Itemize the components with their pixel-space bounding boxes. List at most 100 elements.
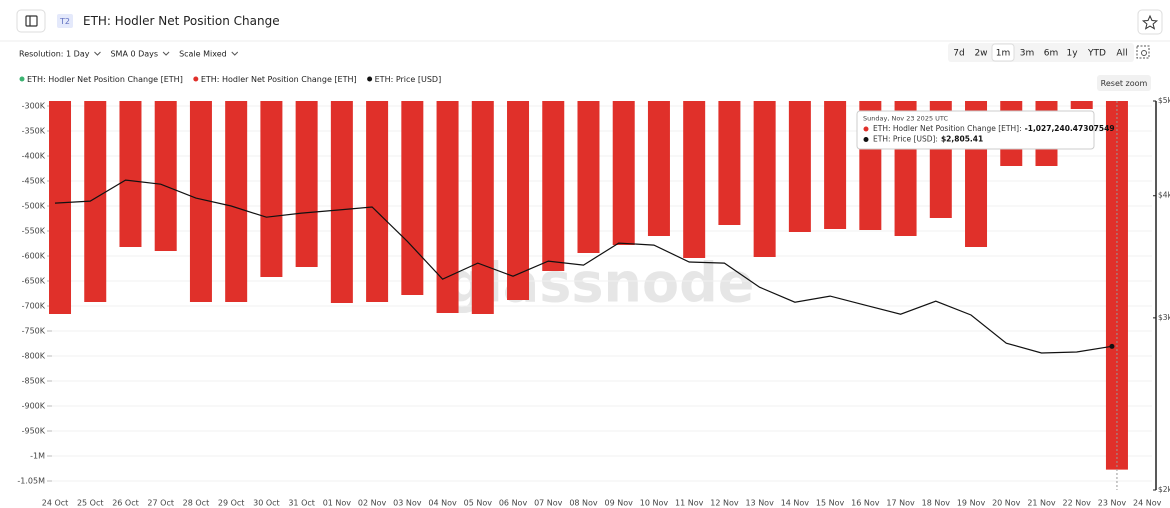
bar — [366, 101, 389, 302]
y-tick-label: -950K — [22, 427, 46, 436]
x-tick-label: 20 Nov — [992, 499, 1021, 508]
tooltip-date: Sunday, Nov 23 2025 UTC — [863, 115, 948, 123]
bar — [49, 101, 72, 314]
x-tick-label: 25 Oct — [77, 499, 104, 508]
range-button[interactable]: YTD — [1087, 49, 1106, 59]
range-label: 3m — [1020, 49, 1035, 59]
x-tick-label: 17 Nov — [886, 499, 915, 508]
range-button[interactable]: 3m — [1020, 49, 1035, 59]
y-tick-label: -1.05M — [17, 477, 45, 486]
bar — [753, 101, 776, 257]
hover-point — [1109, 343, 1115, 349]
chevron — [162, 51, 170, 56]
x-tick-label: 24 Oct — [42, 499, 69, 508]
tooltip-box — [856, 110, 1095, 150]
tooltip-label: ETH: Hodler Net Position Change [ETH]: — [873, 124, 1022, 133]
bar — [824, 101, 847, 229]
x-tick-label: 27 Oct — [147, 499, 174, 508]
range-button[interactable]: 2w — [974, 49, 987, 59]
range-label: YTD — [1087, 49, 1106, 59]
range-button[interactable]: 6m — [1044, 49, 1059, 59]
y-tick-label: -600K — [22, 252, 46, 261]
y-tick-label: -700K — [22, 302, 46, 311]
legend-marker — [193, 76, 199, 82]
x-tick-label: 01 Nov — [323, 499, 352, 508]
zoom-icon-box — [1136, 45, 1150, 59]
y-tick-label: -750K — [22, 327, 46, 336]
chart-title: ETH: Hodler Net Position Change — [83, 14, 280, 28]
legend-marker — [367, 76, 373, 82]
control-label: Resolution: 1 Day — [19, 50, 90, 59]
range-label: 1m — [996, 49, 1011, 59]
y-tick-label: -1M — [30, 452, 45, 461]
control-dropdown[interactable]: SMA 0 Days — [110, 50, 170, 59]
bar — [225, 101, 248, 302]
x-tick-label: 30 Oct — [253, 499, 280, 508]
control-label: Scale Mixed — [179, 50, 227, 59]
legend-label: ETH: Hodler Net Position Change [ETH] — [201, 75, 357, 84]
x-tick-label: 05 Nov — [464, 499, 493, 508]
y2-tick-label: $3k — [1158, 313, 1170, 322]
x-tick-label: 19 Nov — [957, 499, 986, 508]
x-tick-label: 14 Nov — [781, 499, 810, 508]
range-button[interactable]: 1m — [991, 43, 1015, 62]
x-tick-label: 31 Oct — [288, 499, 315, 508]
y2-tick-label: $4k — [1158, 191, 1170, 200]
legend-label: ETH: Price [USD] — [375, 75, 442, 84]
range-label: 7d — [953, 49, 964, 59]
legend-label: ETH: Hodler Net Position Change [ETH] — [27, 75, 183, 84]
y-tick-label: -900K — [22, 402, 46, 411]
tooltip-marker — [863, 126, 869, 132]
badge-box — [57, 14, 73, 28]
x-tick-label: 22 Nov — [1063, 499, 1092, 508]
chevron — [94, 51, 101, 56]
favorite-button[interactable] — [1137, 9, 1163, 35]
bar — [1070, 101, 1093, 109]
x-tick-label: 21 Nov — [1027, 499, 1056, 508]
bar — [507, 101, 530, 300]
price-line — [54, 179, 1113, 354]
bar — [577, 101, 600, 253]
x-tick-label: 06 Nov — [499, 499, 528, 508]
range-button[interactable]: 1y — [1066, 49, 1078, 59]
legend-marker — [19, 76, 25, 82]
bar — [154, 101, 177, 251]
x-tick-label: 09 Nov — [605, 499, 634, 508]
range-label: 1y — [1066, 49, 1078, 59]
range-button[interactable]: 7d — [953, 49, 964, 59]
x-tick-label: 28 Oct — [183, 499, 210, 508]
range-label: 2w — [974, 49, 987, 59]
range-button[interactable]: All — [1116, 49, 1127, 59]
x-tick-label: 16 Nov — [851, 499, 880, 508]
tooltip-value: $2,805.41 — [941, 135, 983, 144]
zoom-icon — [1141, 50, 1147, 56]
bar — [471, 101, 494, 314]
control-dropdown[interactable]: Scale Mixed — [179, 50, 239, 59]
range-selected — [991, 43, 1015, 62]
x-tick-label: 15 Nov — [816, 499, 845, 508]
control-label: SMA 0 Days — [110, 50, 158, 59]
y-tick-label: -550K — [22, 227, 46, 236]
bar — [330, 101, 353, 303]
bar — [612, 101, 635, 245]
zoom-select-button[interactable] — [1136, 45, 1150, 59]
badge: T2 — [59, 17, 70, 26]
chevron — [231, 51, 239, 56]
tooltip-label: ETH: Price [USD]: — [873, 135, 938, 144]
x-tick-label: 24 Nov — [1133, 499, 1162, 508]
bar — [260, 101, 283, 277]
y2-tick-label: $5k — [1158, 96, 1170, 105]
x-tick-label: 08 Nov — [569, 499, 598, 508]
x-tick-label: 26 Oct — [112, 499, 139, 508]
y-tick-label: -300K — [22, 102, 46, 111]
x-tick-label: 02 Nov — [358, 499, 387, 508]
control-dropdown[interactable]: Resolution: 1 Day — [19, 50, 101, 59]
sidebar-button[interactable] — [16, 9, 46, 33]
y-tick-label: -800K — [22, 352, 46, 361]
x-tick-label: 12 Nov — [710, 499, 739, 508]
reset-zoom-button[interactable]: Reset zoom — [1097, 75, 1151, 91]
y-tick-label: -500K — [22, 202, 46, 211]
